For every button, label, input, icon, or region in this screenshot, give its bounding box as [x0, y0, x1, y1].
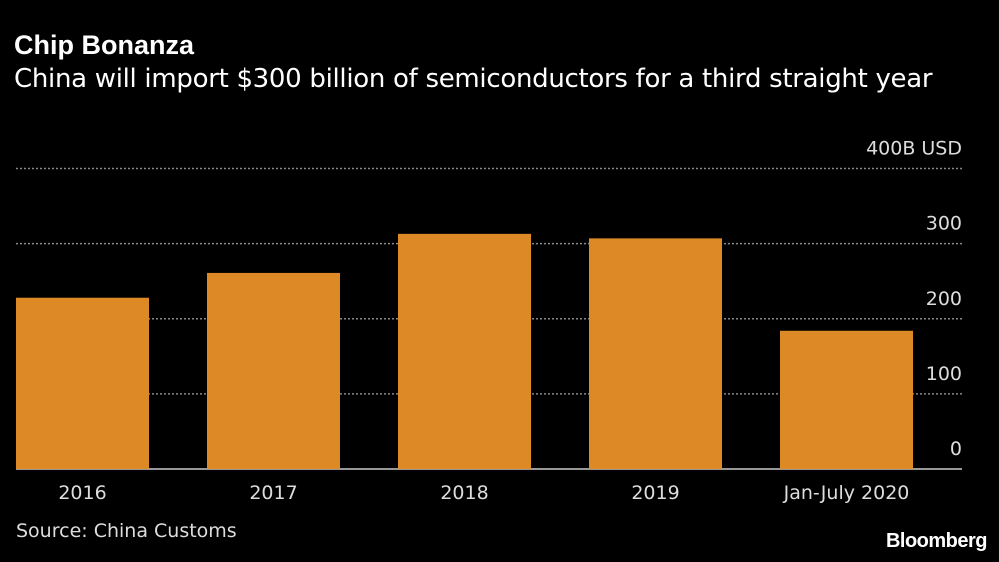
bar [398, 233, 531, 469]
chart-title: Chip Bonanza [14, 30, 194, 60]
x-tick-label: 2018 [440, 482, 488, 504]
chart-subtitle: China will import $300 billion of semico… [14, 64, 933, 94]
bar [780, 330, 913, 469]
x-tick-label: 2017 [249, 482, 297, 504]
bar [589, 238, 722, 469]
x-tick-label: 2019 [631, 482, 679, 504]
y-tick-label: 0 [950, 438, 962, 460]
bar [207, 272, 340, 469]
y-tick-label: 100 [926, 363, 962, 385]
x-tick-label: 2016 [58, 482, 106, 504]
source-note: Source: China Customs [16, 520, 237, 542]
y-tick-label: 400B USD [866, 138, 962, 160]
bloomberg-logo: Bloomberg [885, 530, 988, 552]
x-tick-label: Jan-July 2020 [783, 482, 910, 504]
y-tick-label: 300 [926, 213, 962, 235]
y-tick-label: 200 [926, 288, 962, 310]
bar [16, 297, 149, 469]
